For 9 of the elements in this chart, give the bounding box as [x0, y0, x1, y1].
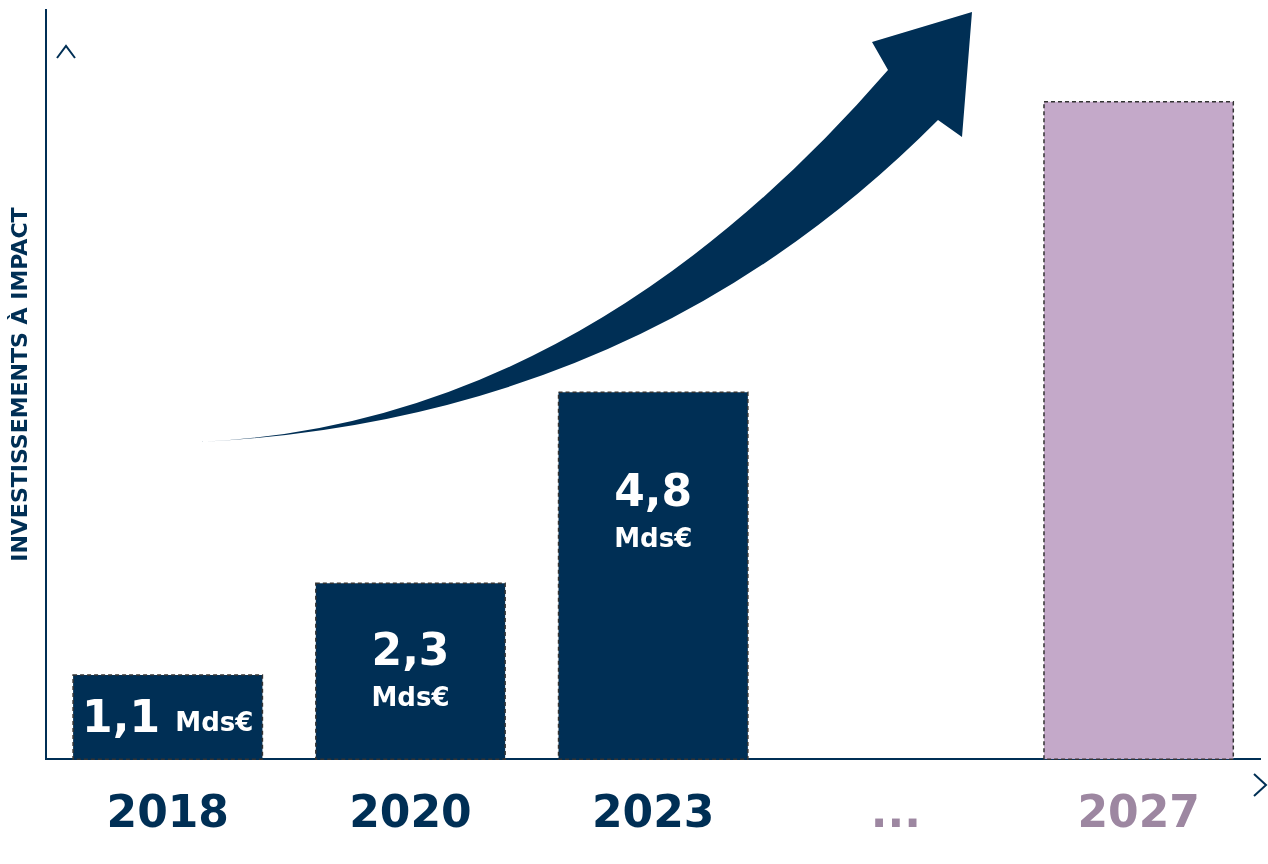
- x-tick-label: 2018: [106, 786, 229, 838]
- x-tick-label: 2023: [591, 786, 715, 838]
- data-label: 4,8 Mds€: [614, 464, 693, 553]
- y-axis-title: INVESTISSEMENTS À IMPACT: [6, 207, 32, 562]
- data-label: 2,3 Mds€: [371, 623, 450, 713]
- x-tick-label: 2020: [349, 786, 472, 838]
- x-tick-label: ...: [870, 786, 921, 838]
- data-label: 1,1 Mds€: [82, 690, 254, 742]
- x-tick-label: 2027: [1077, 786, 1200, 838]
